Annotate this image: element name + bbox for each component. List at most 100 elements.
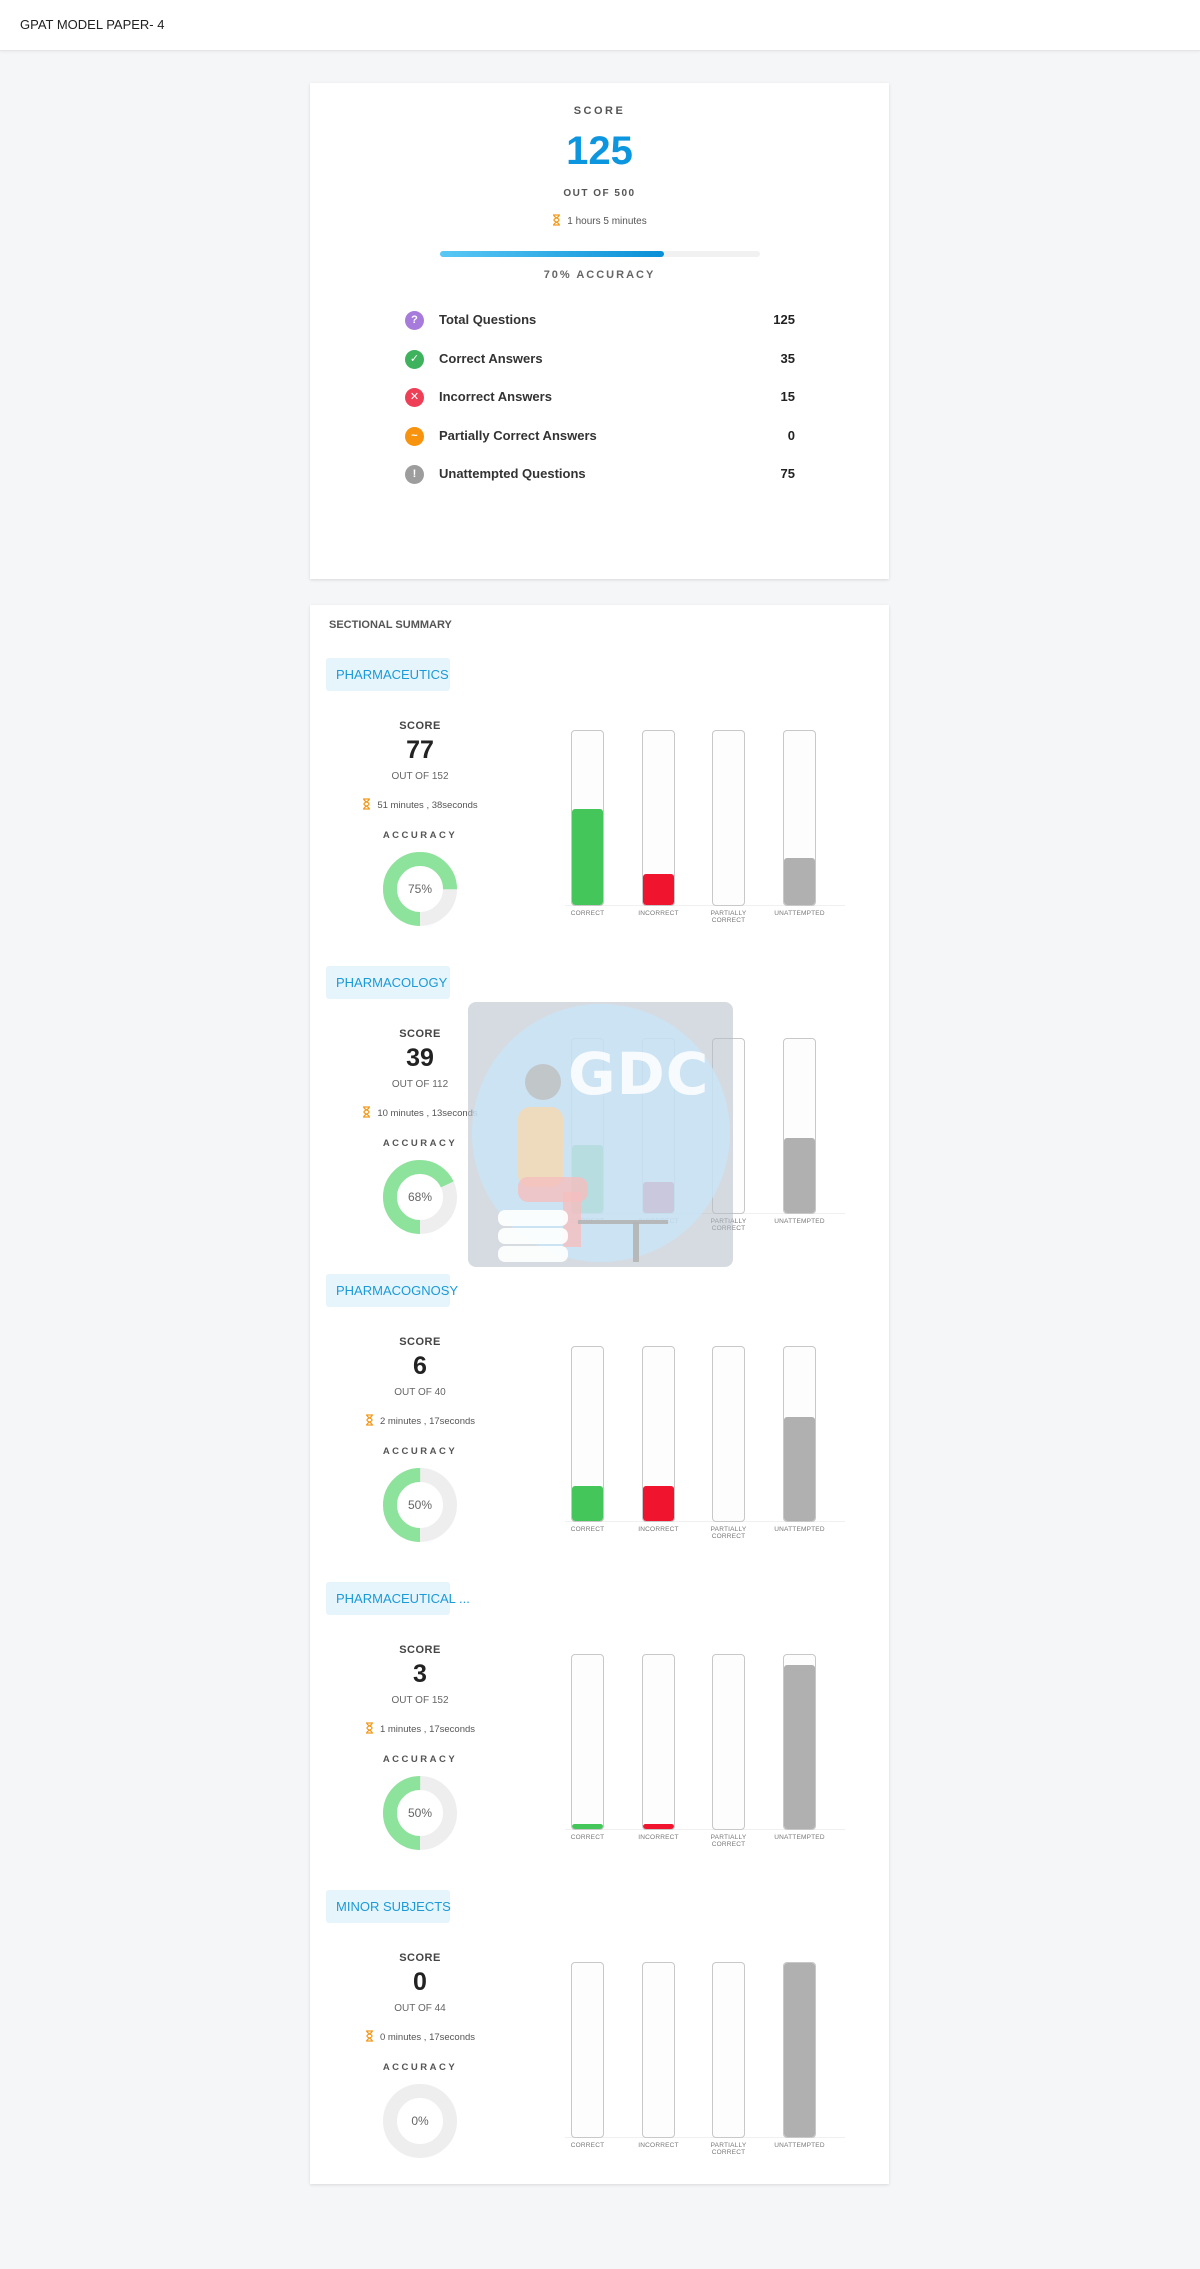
accuracy-donut: 50%	[382, 1467, 458, 1543]
check-icon: ✓	[405, 349, 424, 369]
bar-fill	[784, 1963, 815, 2137]
watermark-logo: GDC	[568, 1040, 710, 1108]
bar-track	[783, 1654, 816, 1830]
time-taken: 1 hours 5 minutes	[310, 214, 889, 227]
exclamation-icon: !	[405, 465, 424, 484]
section-score-label: SCORE	[399, 1028, 441, 1040]
section-bar-chart: CORRECT INCORRECT PARTIALLY CORRECT UNATTEM…	[565, 1962, 865, 2157]
stat-label: Incorrect Answers	[439, 389, 552, 404]
section-score: 77	[406, 736, 434, 764]
bar-label: UNATTEMPTED	[774, 2142, 825, 2149]
stat-row: ? Total Questions 125	[405, 311, 795, 350]
bar-track	[571, 1346, 604, 1522]
bar-fill	[784, 1138, 815, 1213]
accuracy-progress-bar	[440, 251, 760, 257]
bar-fill	[572, 809, 603, 905]
person-at-desk-illustration-icon	[498, 1064, 668, 1262]
top-bar: GPAT MODEL PAPER- 4	[0, 0, 1200, 51]
section-block: PHARMACEUTICAL ... SCORE 3 OUT OF 152 1 minu…	[310, 1582, 889, 1890]
bar-track	[783, 1962, 816, 2138]
section-block: PHARMACOGNOSY SCORE 6 OUT OF 40 2 minutes , …	[310, 1274, 889, 1582]
section-time: 1 minutes , 17seconds	[330, 1722, 510, 1735]
section-accuracy-label: ACCURACY	[382, 1446, 458, 1457]
section-score-label: SCORE	[399, 720, 441, 732]
bar-label: UNATTEMPTED	[774, 1218, 825, 1225]
accuracy-donut: 0%	[382, 2083, 458, 2159]
bar-label: CORRECT	[570, 1526, 605, 1533]
hourglass-icon	[365, 1722, 373, 1734]
watermark-overlay: GDC	[468, 1002, 733, 1267]
bar-label: UNATTEMPTED	[774, 1834, 825, 1841]
page-title: GPAT MODEL PAPER- 4	[20, 17, 165, 32]
bar-track	[642, 1346, 675, 1522]
section-score: 39	[406, 1044, 434, 1072]
bar-track	[642, 730, 675, 906]
bar-label: PARTIALLY CORRECT	[710, 2142, 747, 2156]
bar-label: INCORRECT	[638, 2142, 679, 2149]
section-time: 10 minutes , 13seconds	[330, 1106, 510, 1119]
section-bar-chart: CORRECT INCORRECT PARTIALLY CORRECT UNATTEM…	[565, 730, 865, 925]
accuracy-progress-fill	[440, 251, 664, 257]
section-score: 3	[413, 1660, 427, 1688]
bar-track	[783, 730, 816, 906]
section-tab[interactable]: PHARMACEUTICS	[326, 658, 450, 691]
section-score-label: SCORE	[399, 1952, 441, 1964]
section-out-of: OUT OF 152	[391, 1695, 449, 1706]
stat-row: ✕ Incorrect Answers 15	[405, 388, 795, 427]
section-accuracy-label: ACCURACY	[382, 830, 458, 841]
bar-track	[712, 730, 745, 906]
section-tab[interactable]: MINOR SUBJECTS	[326, 1890, 451, 1923]
hourglass-icon	[365, 1414, 373, 1426]
section-accuracy-label: ACCURACY	[382, 1754, 458, 1765]
stats-list: ? Total Questions 125 ✓ Correct Answers 35 ✕ In…	[405, 311, 795, 504]
bar-fill	[643, 1823, 674, 1829]
stat-label: Correct Answers	[439, 350, 543, 366]
section-accuracy-label: ACCURACY	[382, 1138, 458, 1149]
bar-fill	[784, 1665, 815, 1829]
hourglass-icon	[363, 798, 371, 810]
stat-row: ~ Partially Correct Answers 0	[405, 426, 795, 466]
bar-baseline	[565, 2137, 845, 2138]
bar-baseline	[565, 1521, 845, 1522]
bar-baseline	[565, 1829, 845, 1830]
bar-track	[712, 1962, 745, 2138]
bar-track	[783, 1038, 816, 1214]
section-time: 2 minutes , 17seconds	[330, 1414, 510, 1427]
donut-percent: 50%	[407, 1806, 433, 1820]
stat-row: ! Unattempted Questions 75	[405, 465, 795, 504]
bar-fill	[784, 1416, 815, 1521]
stat-value: 35	[780, 350, 795, 366]
bar-label: INCORRECT	[638, 1834, 679, 1841]
question-icon: ?	[405, 311, 424, 330]
section-time-text: 2 minutes , 17seconds	[379, 1416, 476, 1427]
bar-label: PARTIALLY CORRECT	[710, 910, 747, 924]
section-accuracy-label: ACCURACY	[382, 2062, 458, 2073]
section-tab[interactable]: PHARMACEUTICAL ...	[326, 1582, 470, 1615]
bar-label: INCORRECT	[638, 910, 679, 917]
accuracy-donut: 68%	[382, 1159, 458, 1235]
stat-value: 75	[780, 466, 795, 481]
section-out-of: OUT OF 112	[391, 1079, 449, 1090]
section-tab[interactable]: PHARMACOGNOSY	[326, 1274, 458, 1307]
section-block: MINOR SUBJECTS SCORE 0 OUT OF 44 0 minutes ,…	[310, 1890, 889, 2198]
section-block: PHARMACEUTICS SCORE 77 OUT OF 152 51 minutes…	[310, 658, 889, 966]
bar-label: UNATTEMPTED	[774, 1526, 825, 1533]
bar-track	[712, 1346, 745, 1522]
score-label: SCORE	[573, 105, 626, 117]
section-time-text: 10 minutes , 13seconds	[377, 1108, 478, 1119]
cross-icon: ✕	[405, 388, 424, 407]
bar-fill	[643, 873, 674, 905]
section-score: 6	[413, 1352, 427, 1380]
section-time: 51 minutes , 38seconds	[330, 798, 510, 811]
total-score: 125	[566, 129, 633, 173]
stat-value: 125	[773, 312, 795, 327]
bar-fill	[572, 1486, 603, 1521]
bar-track	[712, 1654, 745, 1830]
section-score-label: SCORE	[399, 1336, 441, 1348]
out-of: OUT OF 500	[563, 188, 636, 199]
section-out-of: OUT OF 44	[394, 2003, 446, 2014]
bar-track	[571, 1654, 604, 1830]
section-tab[interactable]: PHARMACOLOGY	[326, 966, 450, 999]
section-time-text: 51 minutes , 38seconds	[377, 800, 478, 811]
stat-label: Unattempted Questions	[439, 466, 586, 481]
